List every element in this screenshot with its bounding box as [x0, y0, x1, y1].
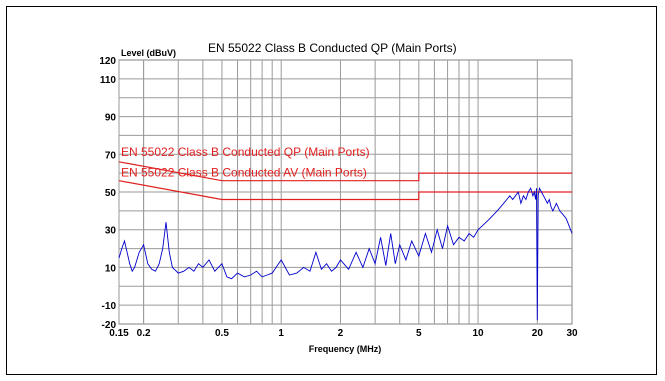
- x-axis-label: Frequency (MHz): [309, 344, 382, 354]
- limit-lines: [118, 161, 572, 201]
- y-tick-label: 70: [105, 150, 117, 161]
- x-tick-label: 30: [566, 328, 578, 339]
- x-tick-label: 20: [532, 328, 544, 339]
- y-tick-label: 50: [105, 188, 117, 199]
- measurement-series: [118, 186, 573, 321]
- limit-line-label: EN 55022 Class B Conducted AV (Main Port…: [121, 166, 367, 180]
- y-tick-label: -10: [102, 301, 117, 312]
- y-tick-label: -20: [102, 320, 117, 331]
- chart-title: EN 55022 Class B Conducted QP (Main Port…: [208, 41, 457, 55]
- y-tick-label: 90: [105, 113, 117, 124]
- y-tick-label: 30: [105, 226, 117, 237]
- x-tick-labels: 0.15 0.2 0.5 1 2 5 10 20 30: [109, 328, 578, 339]
- y-tick-labels: 120 110 90 70 50 30 10 -10 -20: [99, 56, 116, 331]
- y-axis-label: Level (dBuV): [121, 48, 176, 58]
- limit-line: [118, 180, 572, 201]
- y-tick-label: 110: [100, 75, 117, 86]
- x-tick-label: 0.2: [137, 328, 151, 339]
- x-tick-label: 2: [338, 328, 344, 339]
- x-tick-label: 5: [416, 328, 422, 339]
- y-tick-label: 120: [99, 56, 116, 67]
- x-tick-label: 0.5: [215, 328, 229, 339]
- y-tick-label: 10: [105, 263, 117, 274]
- x-tick-label: 10: [473, 328, 485, 339]
- limit-line-labels: EN 55022 Class B Conducted QP (Main Port…: [121, 145, 370, 180]
- limit-line-label: EN 55022 Class B Conducted QP (Main Port…: [121, 145, 370, 159]
- limit-line: [118, 161, 572, 182]
- series-line: [118, 186, 573, 321]
- x-tick-label: 1: [278, 328, 284, 339]
- x-tick-label: 0.15: [109, 328, 129, 339]
